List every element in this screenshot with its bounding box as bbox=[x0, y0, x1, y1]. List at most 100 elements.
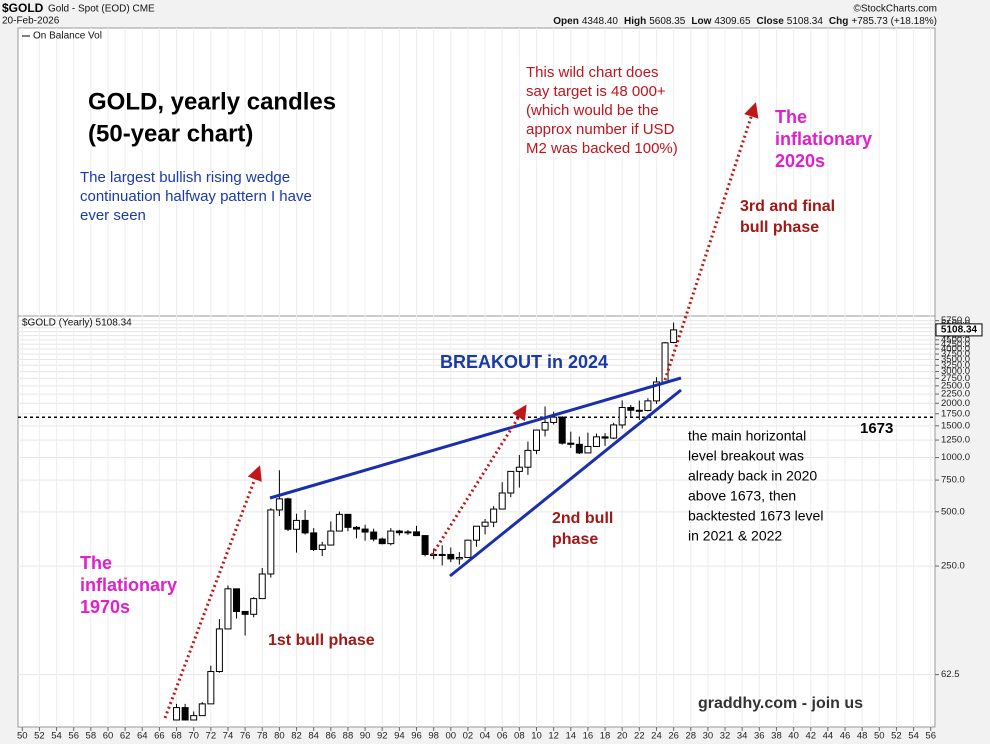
x-tick-label: 44 bbox=[823, 731, 834, 742]
candle-body bbox=[464, 539, 472, 558]
candle-body bbox=[318, 544, 326, 550]
x-tick-label: 12 bbox=[548, 731, 559, 742]
candle-body bbox=[610, 424, 618, 439]
x-tick-label: 04 bbox=[480, 731, 491, 742]
candle-body bbox=[438, 553, 446, 556]
candle-body bbox=[404, 531, 412, 534]
ohlc-value: 4309.65 bbox=[714, 16, 751, 27]
x-tick-label: 86 bbox=[326, 731, 337, 742]
candle-body bbox=[378, 538, 386, 545]
x-tick-label: 84 bbox=[308, 731, 319, 742]
x-tick-label: 42 bbox=[805, 731, 816, 742]
y-tick-label: 500.0 bbox=[941, 506, 965, 517]
candle-body bbox=[250, 598, 258, 615]
x-tick-label: 88 bbox=[343, 731, 354, 742]
y-tick-label: 1250.0 bbox=[941, 435, 970, 446]
x-tick-label: 80 bbox=[274, 731, 285, 742]
x-tick-label: 78 bbox=[257, 731, 268, 742]
annotation: backtested 1673 level bbox=[688, 508, 823, 524]
x-tick-label: 08 bbox=[514, 731, 525, 742]
candle-body bbox=[310, 532, 318, 550]
x-tick-label: 22 bbox=[634, 731, 645, 742]
candle-body bbox=[584, 445, 592, 454]
x-tick-label: 76 bbox=[240, 731, 251, 742]
candle-body bbox=[627, 407, 635, 411]
y-tick-label: 2000.0 bbox=[941, 398, 970, 409]
annotation: M2 was backed 100%) bbox=[526, 140, 678, 157]
candle-body bbox=[644, 400, 652, 412]
candle-body bbox=[455, 556, 463, 560]
candle-body bbox=[224, 588, 232, 630]
x-tick-label: 32 bbox=[720, 731, 731, 742]
candle-body bbox=[670, 329, 678, 343]
x-tick-label: 56 bbox=[925, 731, 936, 742]
candle-body bbox=[541, 421, 549, 431]
x-tick-label: 54 bbox=[908, 731, 919, 742]
legend: $GOLD (Yearly) 5108.34 bbox=[22, 318, 132, 329]
x-tick-label: 14 bbox=[565, 731, 576, 742]
annotation: level breakout was bbox=[688, 448, 804, 464]
candle-body bbox=[498, 492, 506, 510]
candle-body bbox=[575, 443, 583, 454]
candle-body bbox=[181, 707, 189, 721]
last-price-box bbox=[935, 323, 983, 337]
ohlc-value: +785.73 (+18.18%) bbox=[851, 16, 937, 27]
x-tick-label: 82 bbox=[291, 731, 302, 742]
annotation: above 1673, then bbox=[688, 488, 796, 504]
candle-body bbox=[258, 573, 266, 600]
x-tick-label: 40 bbox=[788, 731, 799, 742]
candle-body bbox=[421, 535, 429, 555]
x-tick-label: 74 bbox=[223, 731, 234, 742]
y-tick-label: 5750.0 bbox=[941, 315, 970, 326]
x-tick-label: 24 bbox=[651, 731, 662, 742]
candle-body bbox=[661, 342, 669, 383]
candle-body bbox=[335, 513, 343, 532]
annotation: This wild chart does bbox=[526, 64, 659, 81]
ohlc: Open 4348.40 High 5608.35 Low 4309.65 Close 510… bbox=[553, 16, 937, 27]
y-tick-label: 3250.0 bbox=[941, 360, 970, 371]
x-tick-label: 98 bbox=[428, 731, 439, 742]
candle-body bbox=[447, 553, 455, 560]
annotation: the main horizontal bbox=[688, 428, 806, 444]
annotation: say target is 48 000+ bbox=[526, 83, 666, 100]
annotation: 2nd bull bbox=[552, 510, 613, 527]
candle-body bbox=[601, 436, 609, 439]
candle-body bbox=[652, 381, 660, 402]
x-tick-label: 52 bbox=[891, 731, 902, 742]
x-tick-label: 28 bbox=[685, 731, 696, 742]
symbol: $GOLD bbox=[2, 1, 44, 15]
y-tick-label: 250.0 bbox=[941, 561, 965, 572]
drawings bbox=[163, 102, 759, 719]
candle-body bbox=[190, 715, 198, 721]
ohlc-label: Open bbox=[553, 16, 579, 27]
annotation: (which would be the bbox=[526, 102, 659, 119]
candle-body bbox=[293, 519, 301, 530]
annotation: 3rd and final bbox=[740, 198, 835, 215]
x-tick-label: 34 bbox=[737, 731, 748, 742]
y-tick-label: 2250.0 bbox=[941, 389, 970, 400]
candle-body bbox=[275, 498, 283, 511]
header: $GOLD Gold - Spot (EOD) CME 20-Feb-2026 … bbox=[2, 1, 937, 328]
x-tick-label: 26 bbox=[668, 731, 679, 742]
candle-body bbox=[592, 436, 600, 447]
y-tick-label: 2500.0 bbox=[941, 380, 970, 391]
x-tick-label: 46 bbox=[840, 731, 851, 742]
symbol-name: Gold - Spot (EOD) CME bbox=[48, 4, 155, 15]
ohlc-values: Open 4348.40 High 5608.35 Low 4309.65 Close 510… bbox=[553, 16, 937, 27]
candle-body bbox=[413, 531, 421, 537]
ohlc-label: Close bbox=[757, 16, 785, 27]
x-tick-label: 96 bbox=[411, 731, 422, 742]
x-tick-label: 90 bbox=[360, 731, 371, 742]
candle-body bbox=[550, 416, 558, 423]
x-tick-label: 72 bbox=[206, 731, 217, 742]
candle-body bbox=[370, 531, 378, 540]
candle-body bbox=[301, 519, 309, 534]
y-tick-label: 62.5 bbox=[941, 669, 960, 680]
y-tick-label: 1000.0 bbox=[941, 452, 970, 463]
candle-body bbox=[567, 442, 575, 445]
candle-body bbox=[284, 498, 292, 530]
candles bbox=[173, 322, 678, 721]
x-tick-label: 48 bbox=[857, 731, 868, 742]
annotation: phase bbox=[552, 531, 598, 548]
x-tick-label: 50 bbox=[874, 731, 885, 742]
